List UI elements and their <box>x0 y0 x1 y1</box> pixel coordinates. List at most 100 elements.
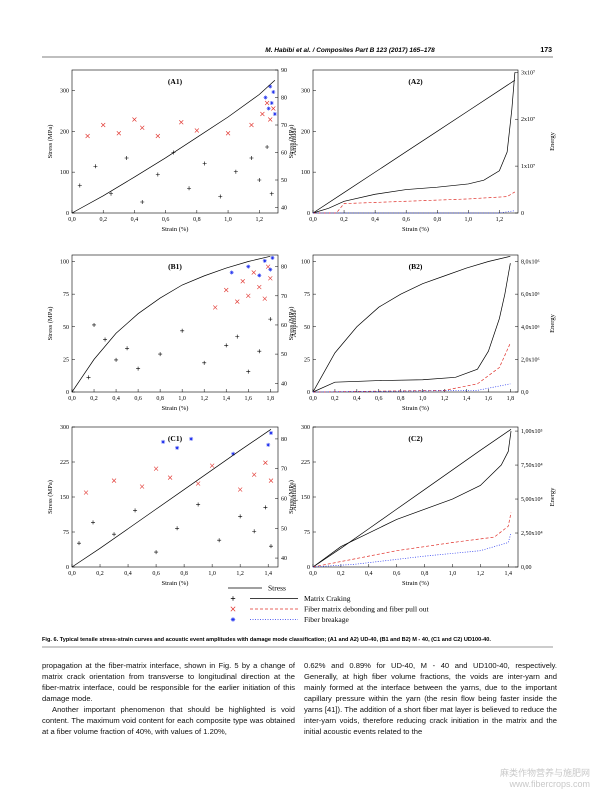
y-tick-label: 0 <box>307 565 310 571</box>
data-point <box>238 514 243 519</box>
curve <box>313 191 516 214</box>
data-point <box>267 117 273 122</box>
data-point <box>225 131 231 136</box>
y2-tick-label: 2x10⁷ <box>521 117 535 123</box>
y2-tick-label: 2,50x10⁴ <box>521 531 543 537</box>
curve <box>71 255 271 393</box>
curve <box>313 210 515 214</box>
data-point <box>179 120 184 125</box>
x-tick-label: 0,6 <box>152 571 160 577</box>
data-point <box>189 436 194 441</box>
data-point <box>112 532 117 537</box>
x-tick-label: 1,0 <box>465 217 473 223</box>
data-point <box>231 451 236 456</box>
x-tick-label: 1,8 <box>267 396 275 402</box>
x-tick-label: 1,0 <box>208 571 216 577</box>
y-tick-label: 100 <box>60 170 69 176</box>
x-tick-label: 0,2 <box>340 217 348 223</box>
y-tick-label: 0 <box>66 390 69 396</box>
y2-tick-label: 0,0 <box>521 390 529 396</box>
data-point <box>229 270 234 275</box>
y-tick-label: 200 <box>60 129 69 135</box>
y-tick-label: 25 <box>63 357 69 363</box>
y2-tick-label: 50 <box>281 178 287 184</box>
y-axis-title: Stress (MPa) <box>47 480 54 514</box>
data-point <box>262 296 267 301</box>
data-point <box>224 287 229 293</box>
data-point <box>133 508 138 513</box>
curve <box>312 342 511 393</box>
y-tick-label: 0 <box>66 211 69 217</box>
paragraph: 0.62% and 0.89% for UD-40, M - 40 and UD… <box>304 661 557 736</box>
data-point <box>202 360 207 365</box>
y-tick-label: 75 <box>304 530 310 536</box>
x-tick-label: 0,8 <box>180 571 188 577</box>
data-point <box>180 328 185 333</box>
data-point <box>167 475 173 480</box>
x-tick-label: 0,8 <box>397 396 405 402</box>
y2-tick-label: 1,00x10⁵ <box>521 429 543 435</box>
y2-tick-label: 60 <box>281 151 287 157</box>
y2-axis-title: Amplitude <box>291 309 298 337</box>
watermark: 麻类作物营养与施肥网 www.fibercrops.com <box>499 768 590 789</box>
data-point <box>263 95 268 100</box>
data-point <box>161 439 166 444</box>
y2-tick-label: 0,00 <box>521 565 532 571</box>
data-point <box>132 117 137 122</box>
x-tick-label: 1,4 <box>222 396 230 402</box>
y2-tick-label: 80 <box>281 437 287 443</box>
y2-tick-label: 80 <box>281 265 287 271</box>
x-tick-label: 1,0 <box>178 396 186 402</box>
paragraph: propagation at the fiber-matrix interfac… <box>42 661 295 703</box>
y2-tick-label: 70 <box>281 294 287 300</box>
data-point <box>272 112 277 116</box>
x-axis-title: Strain (%) <box>162 580 189 587</box>
y-tick-label: 100 <box>60 260 69 266</box>
data-point <box>240 279 245 284</box>
data-point <box>235 299 240 304</box>
panel-label: (B1) <box>168 262 182 271</box>
data-point <box>217 538 222 543</box>
data-point <box>83 490 89 495</box>
y-tick-label: 300 <box>60 88 69 94</box>
x-tick-label: 0,6 <box>134 396 142 402</box>
plot-frame <box>71 69 279 214</box>
data-point <box>271 90 276 94</box>
data-point <box>187 186 192 191</box>
data-point <box>263 505 268 510</box>
data-point <box>124 156 129 160</box>
data-point <box>155 133 161 139</box>
body-right: 0.62% and 0.89% for UD-40, M - 40 and UD… <box>304 660 557 737</box>
data-point <box>268 544 273 549</box>
x-tick-label: 0,6 <box>402 217 410 223</box>
y-axis-title: Stress (MPa) <box>288 307 295 341</box>
data-point <box>77 541 82 546</box>
y-tick-label: 75 <box>63 530 69 536</box>
y2-tick-label: 40 <box>281 556 287 562</box>
x-tick-label: 1,0 <box>224 217 232 223</box>
curve <box>312 383 511 393</box>
data-point <box>266 106 271 111</box>
y-tick-label: 0 <box>307 211 310 217</box>
y-tick-label: 300 <box>301 88 310 94</box>
y-tick-label: 50 <box>63 325 69 331</box>
data-point <box>212 305 218 310</box>
y2-tick-label: 60 <box>281 323 287 329</box>
data-point <box>111 478 117 483</box>
data-point <box>209 463 215 468</box>
curve <box>312 429 512 568</box>
data-point <box>224 343 229 348</box>
y-axis-title: Stress (MPa) <box>288 125 295 159</box>
y-tick-label: 0 <box>307 390 310 396</box>
data-point <box>218 194 223 199</box>
x-tick-label: 0,8 <box>193 217 201 223</box>
data-point <box>268 317 273 322</box>
y-tick-label: 225 <box>60 460 69 466</box>
data-point <box>257 349 262 354</box>
x-tick-label: 1,0 <box>419 396 427 402</box>
x-tick-label: 1,2 <box>200 396 208 402</box>
data-point <box>265 264 271 269</box>
y2-tick-label: 2,0x10⁶ <box>521 357 540 363</box>
panel-label: (C1) <box>168 434 183 443</box>
y2-tick-label: 3x10⁷ <box>521 70 535 76</box>
